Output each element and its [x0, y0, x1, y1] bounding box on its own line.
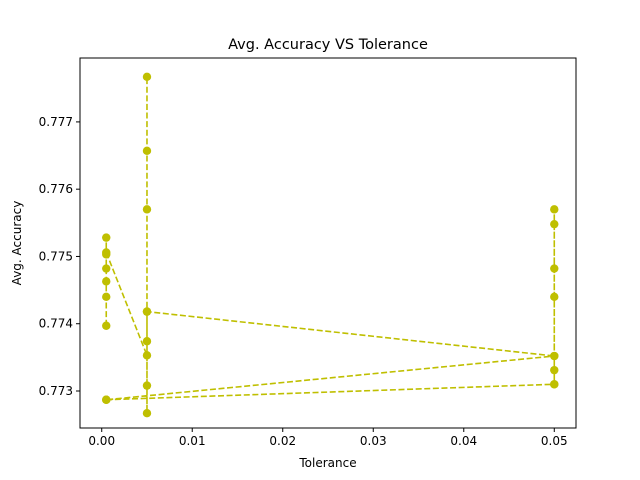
data-point: [550, 351, 559, 361]
data-point: [102, 264, 111, 273]
x-tick-label: 0.04: [450, 434, 477, 448]
y-tick-label: 0.776: [39, 182, 73, 196]
x-tick-label: 0.02: [269, 434, 296, 448]
data-point: [142, 409, 152, 418]
data-point: [102, 277, 111, 286]
data-point: [102, 292, 111, 302]
data-point: [142, 146, 152, 156]
data-point: [550, 205, 559, 214]
series-line-2: [106, 383, 555, 401]
data-point: [550, 380, 559, 389]
y-tick-label: 0.777: [39, 115, 73, 129]
plot-frame: [79, 57, 577, 429]
x-tick-label: 0.03: [360, 434, 387, 448]
data-point: [142, 307, 152, 316]
x-axis-ticks: 0.00 0.01 0.02 0.03 0.04 0.05: [88, 428, 568, 448]
data-point: [142, 337, 152, 346]
data-point: [142, 72, 152, 82]
data-point: [102, 233, 111, 242]
x-tick-label: 0.05: [541, 434, 568, 448]
x-axis-label: Tolerance: [298, 456, 356, 470]
data-point: [142, 205, 152, 214]
chart-title: Avg. Accuracy VS Tolerance: [228, 37, 428, 53]
y-tick-label: 0.773: [39, 384, 73, 398]
y-tick-label: 0.774: [39, 317, 73, 331]
data-point: [102, 321, 111, 330]
plot-series: [102, 72, 559, 418]
y-tick-label: 0.775: [39, 249, 73, 263]
x-tick-label: 0.00: [88, 434, 115, 448]
data-point: [550, 292, 559, 302]
data-point: [102, 395, 111, 404]
x-tick-label: 0.01: [179, 434, 206, 448]
data-point: [102, 248, 111, 257]
data-point: [550, 264, 559, 273]
y-axis-label: Avg. Accuracy: [10, 201, 24, 286]
data-point: [550, 365, 559, 375]
data-point: [550, 219, 559, 229]
data-point: [142, 351, 152, 360]
data-point: [142, 381, 152, 390]
y-axis-ticks: 0.773 0.774 0.775 0.776 0.777: [39, 115, 80, 398]
